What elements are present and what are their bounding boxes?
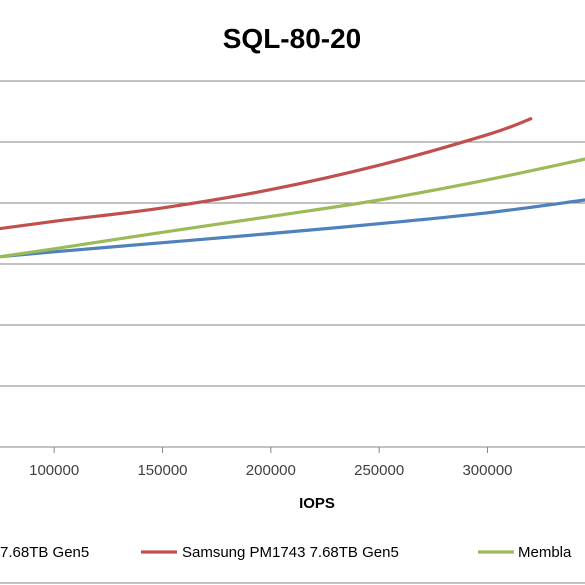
- chart-title: SQL-80-20: [223, 23, 362, 54]
- x-tick-label: 100000: [29, 462, 79, 479]
- legend-label-2: Samsung PM1743 7.68TB Gen5: [182, 544, 399, 561]
- x-tick-label: 300000: [462, 462, 512, 479]
- legend-label-3: Membla: [518, 544, 572, 561]
- legend-label-1: 7.68TB Gen5: [0, 544, 89, 561]
- series-line-3: [0, 157, 585, 259]
- legend: 7.68TB Gen5 Samsung PM1743 7.68TB Gen5 Mem…: [0, 544, 572, 561]
- series-line-2: [0, 117, 533, 231]
- x-tick-label: 250000: [354, 462, 404, 479]
- x-axis-ticks: 100000 150000 200000 250000 300000: [29, 447, 513, 479]
- series-lines: [0, 117, 585, 259]
- gridlines: [0, 80, 585, 387]
- x-axis-title: IOPS: [299, 495, 335, 512]
- x-tick-label: 200000: [246, 462, 296, 479]
- series-line-1: [0, 198, 585, 259]
- x-tick-label: 150000: [137, 462, 187, 479]
